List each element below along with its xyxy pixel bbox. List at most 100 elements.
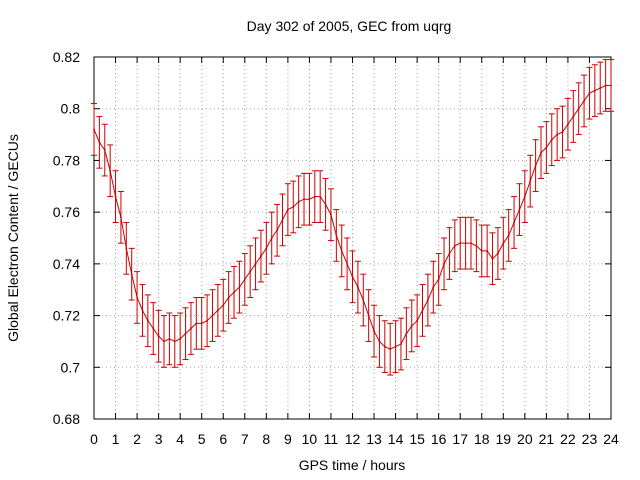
data-point	[168, 337, 171, 340]
data-point	[114, 195, 117, 198]
data-point	[125, 247, 128, 250]
error-bar	[290, 180, 297, 234]
error-bar	[306, 172, 313, 226]
data-point	[561, 131, 564, 133]
x-tick-labels: 0 1 2 3 4 5 6 7 8 9 10 11 12 13 14 15 16 17 18 19 20 21 22 23 24	[90, 431, 619, 447]
data-point	[464, 242, 467, 245]
data-point	[604, 84, 607, 87]
error-bar	[484, 224, 491, 278]
data-point	[324, 203, 327, 206]
error-bar	[247, 245, 254, 298]
error-bar	[527, 154, 534, 208]
error-bar	[489, 232, 496, 286]
error-bar	[166, 312, 173, 366]
x-tick-label: 17	[452, 431, 468, 447]
x-tick-label: 18	[474, 431, 490, 447]
error-bar	[101, 123, 108, 177]
error-bar	[327, 188, 334, 242]
error-bar	[586, 66, 593, 120]
error-bar	[414, 294, 421, 348]
data-point	[190, 327, 192, 330]
data-point	[389, 348, 392, 351]
x-tick-label: 4	[176, 431, 184, 447]
error-bar	[317, 170, 324, 223]
data-point	[383, 345, 386, 348]
data-point	[351, 275, 354, 278]
data-point	[98, 141, 101, 144]
data-point	[195, 322, 198, 325]
chart-title: Day 302 of 2005, GEC from uqrg	[247, 18, 452, 34]
data-point	[297, 200, 300, 203]
error-bar	[360, 273, 367, 327]
error-bar	[182, 307, 189, 361]
data-point	[270, 237, 273, 239]
data-point	[367, 314, 370, 317]
data-point	[303, 198, 305, 201]
data-point	[610, 84, 612, 87]
data-point	[470, 242, 472, 245]
x-tick-label: 7	[241, 431, 249, 447]
error-bar	[462, 216, 469, 270]
error-bar	[532, 139, 539, 192]
error-bar	[333, 209, 340, 262]
data-point	[281, 219, 284, 221]
y-axis-label: Global Electron Content / GECUs	[5, 134, 21, 342]
y-tick-label: 0.74	[53, 256, 80, 272]
data-point	[513, 221, 515, 224]
error-bar	[117, 190, 124, 244]
error-bar	[349, 250, 356, 304]
data-point	[416, 319, 419, 322]
y-tick-label: 0.76	[53, 204, 80, 220]
data-point	[572, 115, 575, 118]
error-bar	[365, 289, 372, 342]
error-bar	[220, 278, 227, 332]
error-bar	[435, 253, 442, 306]
error-bar	[451, 219, 458, 273]
x-tick-label: 5	[198, 431, 206, 447]
data-point	[448, 252, 451, 255]
data-point	[373, 330, 375, 332]
data-point	[335, 234, 338, 237]
data-point	[394, 345, 397, 348]
error-bar	[559, 105, 566, 159]
y-tick-labels: 0.68 0.7 0.72 0.74 0.76 0.78 0.8 0.82	[53, 49, 80, 427]
data-point	[200, 322, 203, 325]
y-tick-label: 0.78	[53, 152, 80, 168]
data-point	[179, 337, 182, 340]
error-bar	[473, 219, 480, 273]
error-bar	[338, 224, 345, 278]
data-point	[421, 309, 424, 312]
error-bar	[322, 178, 329, 231]
error-bar	[597, 61, 604, 115]
data-point	[227, 296, 230, 299]
error-bar	[155, 309, 162, 363]
data-point	[249, 270, 252, 273]
error-bar	[263, 221, 270, 275]
error-bar	[457, 216, 464, 270]
data-point	[362, 299, 365, 301]
x-tick-label: 20	[517, 431, 533, 447]
x-tick-label: 3	[155, 431, 163, 447]
y-tick-label: 0.7	[61, 359, 81, 375]
data-point	[437, 278, 440, 281]
data-point	[157, 335, 160, 338]
error-bar	[564, 97, 571, 151]
error-bar	[505, 209, 512, 262]
x-tick-label: 1	[112, 431, 120, 447]
error-bar	[441, 237, 448, 291]
error-bar	[139, 284, 146, 337]
error-bar	[500, 216, 507, 270]
data-point	[593, 89, 596, 92]
error-bar	[581, 74, 588, 128]
error-bar	[209, 289, 216, 342]
error-bar	[419, 284, 426, 337]
data-point	[216, 309, 219, 312]
data-point	[475, 244, 478, 247]
data-point	[410, 325, 413, 327]
error-bar	[446, 227, 453, 280]
data-point	[583, 100, 585, 102]
data-point	[567, 123, 569, 126]
data-point	[453, 244, 456, 247]
data-point	[136, 296, 138, 299]
